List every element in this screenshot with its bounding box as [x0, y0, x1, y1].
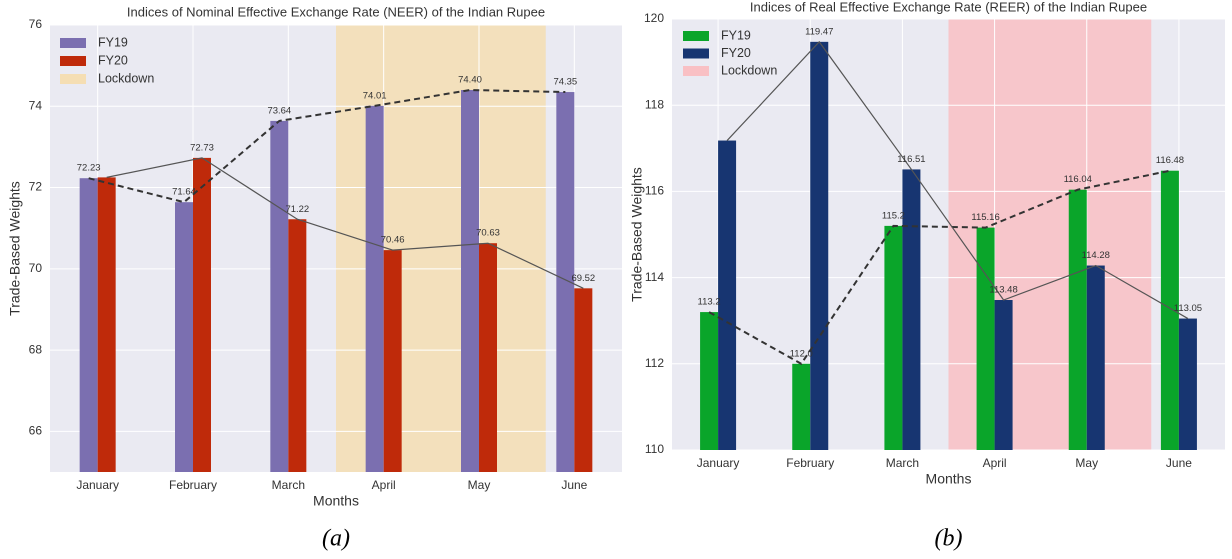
- data-label: 74.01: [363, 90, 387, 101]
- data-label: 115.2: [882, 210, 905, 221]
- bar: [884, 225, 903, 450]
- data-label: 113.48: [989, 285, 1017, 296]
- bar: [1160, 170, 1179, 450]
- data-label: 116.51: [897, 154, 925, 165]
- bar: [461, 90, 479, 472]
- x-tick-label: May: [468, 478, 491, 492]
- bar: [97, 177, 116, 473]
- y-tick-label: 114: [645, 270, 664, 284]
- legend-label: FY20: [98, 53, 128, 67]
- chart-title: Indices of Real Effective Exchange Rate …: [750, 0, 1147, 14]
- bar: [574, 288, 593, 472]
- data-label: 116.04: [1064, 174, 1092, 185]
- legend-swatch: [60, 56, 86, 66]
- x-tick-label: May: [1075, 456, 1098, 470]
- data-label: 115.16: [971, 212, 999, 223]
- x-tick-label: June: [1166, 456, 1192, 470]
- bar: [479, 243, 497, 472]
- data-label: 73.64: [267, 105, 291, 116]
- legend-swatch: [60, 38, 86, 48]
- caption: (a): [322, 526, 350, 552]
- data-label: 114.28: [1082, 250, 1110, 261]
- bar: [556, 92, 575, 473]
- bar: [792, 363, 811, 450]
- caption: (b): [935, 526, 963, 552]
- trend-line: [88, 89, 566, 204]
- data-label: 74.35: [553, 77, 577, 88]
- legend-swatch: [683, 31, 709, 41]
- bar: [976, 227, 995, 450]
- y-axis-label: Trade-Based Weights: [629, 167, 645, 302]
- x-tick-label: April: [983, 456, 1007, 470]
- data-label: 72.73: [190, 142, 214, 153]
- y-tick-label: 120: [644, 11, 664, 25]
- x-tick-label: February: [169, 478, 217, 492]
- x-tick-label: June: [561, 478, 587, 492]
- bar: [810, 41, 829, 451]
- y-axis-label: Trade-Based Weights: [7, 181, 23, 316]
- data-label: 71.64: [172, 187, 196, 198]
- data-label: 70.63: [476, 228, 500, 239]
- bar: [718, 140, 737, 451]
- bar: [994, 300, 1013, 450]
- x-axis-label: Months: [313, 493, 359, 509]
- legend-swatch: [60, 74, 86, 84]
- legend-label: FY19: [98, 35, 128, 49]
- y-tick-label: 66: [29, 424, 43, 438]
- y-tick-label: 118: [645, 97, 664, 111]
- y-tick-label: 70: [29, 261, 43, 275]
- bar: [1178, 318, 1197, 450]
- data-label: 112.0: [790, 348, 813, 359]
- x-tick-label: March: [272, 478, 305, 492]
- data-label: 72.23: [77, 163, 101, 174]
- y-tick-label: 74: [29, 98, 43, 112]
- y-tick-label: 72: [29, 180, 43, 194]
- trend-line: [726, 40, 1189, 320]
- y-tick-label: 116: [645, 184, 664, 198]
- data-label: 70.46: [381, 235, 405, 246]
- data-label: 116.48: [1156, 155, 1184, 166]
- bar: [700, 312, 719, 450]
- legend-label: Lockdown: [721, 63, 777, 77]
- x-tick-label: March: [886, 456, 919, 470]
- data-label: 74.40: [458, 75, 482, 86]
- x-axis-label: Months: [926, 471, 972, 487]
- legend-swatch: [683, 48, 709, 59]
- legend-label: FY20: [721, 46, 751, 60]
- data-label: 71.22: [285, 204, 309, 215]
- bar: [365, 105, 384, 472]
- bar: [270, 120, 289, 472]
- chart-title: Indices of Nominal Effective Exchange Ra…: [127, 4, 545, 19]
- legend-label: Lockdown: [98, 71, 154, 85]
- bar: [1068, 189, 1087, 450]
- y-tick-label: 68: [29, 342, 43, 356]
- x-tick-label: January: [697, 456, 740, 470]
- data-label: 113.05: [1174, 303, 1202, 314]
- bar: [1086, 265, 1105, 450]
- bar: [79, 178, 98, 472]
- x-tick-label: January: [76, 478, 119, 492]
- bar: [902, 169, 921, 450]
- bar: [288, 219, 307, 472]
- y-tick-label: 76: [29, 17, 43, 31]
- data-label: 113.2: [698, 297, 721, 308]
- data-label: 69.52: [571, 273, 595, 284]
- bar: [193, 157, 211, 472]
- y-tick-label: 112: [645, 356, 664, 370]
- bar: [175, 202, 193, 472]
- legend-swatch: [683, 66, 709, 76]
- trend-line: [106, 157, 584, 289]
- x-tick-label: April: [372, 478, 396, 492]
- bar: [383, 250, 402, 472]
- x-tick-label: February: [786, 456, 834, 470]
- legend-label: FY19: [721, 28, 751, 42]
- data-label: 119.47: [805, 26, 833, 37]
- y-tick-label: 110: [645, 442, 664, 456]
